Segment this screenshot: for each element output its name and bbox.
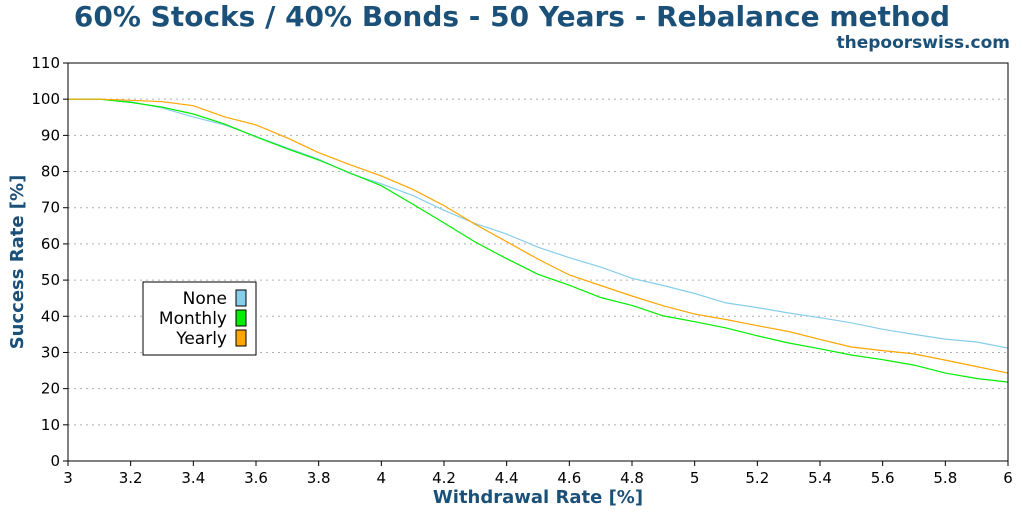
legend-label-yearly: Yearly xyxy=(175,329,227,349)
legend-swatch-yearly xyxy=(235,329,247,347)
chart-title: 60% Stocks / 40% Bonds - 50 Years - Reba… xyxy=(73,0,951,33)
x-tick-label: 3.6 xyxy=(244,469,268,487)
y-tick-label: 30 xyxy=(41,343,60,361)
x-tick-label: 5.2 xyxy=(745,469,769,487)
x-axis-label: Withdrawal Rate [%] xyxy=(433,487,643,508)
site-watermark: thepoorswiss.com xyxy=(836,33,1011,53)
grid-lines xyxy=(68,98,1008,426)
y-tick-label: 60 xyxy=(41,235,60,253)
y-tick-label: 20 xyxy=(41,380,60,398)
x-tick-label: 4 xyxy=(377,469,387,487)
y-tick-label: 70 xyxy=(41,199,60,217)
x-axis-ticks: 3 3.2 3.4 3.6 3.8 4 4.2 4.4 4.6 4.8 5 5.2 5.4 5.6 5.8 6 xyxy=(63,461,1013,487)
y-tick-label: 40 xyxy=(41,307,60,325)
y-tick-label: 10 xyxy=(41,416,60,434)
series-line-monthly xyxy=(68,98,1009,383)
x-tick-label: 3 xyxy=(63,469,73,487)
x-tick-label: 4.4 xyxy=(495,469,519,487)
legend-swatch-none xyxy=(235,289,247,307)
x-tick-label: 6 xyxy=(1003,469,1013,487)
x-tick-label: 5.4 xyxy=(808,469,832,487)
legend-swatch-monthly xyxy=(235,309,247,327)
y-tick-label: 50 xyxy=(41,271,60,289)
series-lines xyxy=(68,98,1009,383)
series-line-yearly xyxy=(68,98,1009,374)
x-tick-label: 3.4 xyxy=(181,469,205,487)
legend-label-none: None xyxy=(183,289,227,309)
x-tick-label: 4.6 xyxy=(557,469,581,487)
x-tick-label: 4.8 xyxy=(620,469,644,487)
y-tick-label: 100 xyxy=(31,90,60,108)
y-tick-label: 0 xyxy=(50,452,60,470)
series-line-none xyxy=(68,98,1009,349)
legend-label-monthly: Monthly xyxy=(159,309,227,329)
x-tick-label: 3.2 xyxy=(119,469,143,487)
y-axis-label: Success Rate [%] xyxy=(7,175,28,350)
y-tick-label: 90 xyxy=(41,126,60,144)
y-tick-label: 110 xyxy=(31,54,60,72)
x-tick-label: 5.6 xyxy=(871,469,895,487)
x-tick-label: 3.8 xyxy=(307,469,331,487)
x-tick-label: 5 xyxy=(690,469,700,487)
x-tick-label: 4.2 xyxy=(432,469,456,487)
y-tick-label: 80 xyxy=(41,163,60,181)
x-tick-label: 5.8 xyxy=(933,469,957,487)
y-axis-ticks: 0 10 20 30 40 50 60 70 80 90 100 110 xyxy=(31,54,68,470)
plot-frame xyxy=(67,62,1009,462)
